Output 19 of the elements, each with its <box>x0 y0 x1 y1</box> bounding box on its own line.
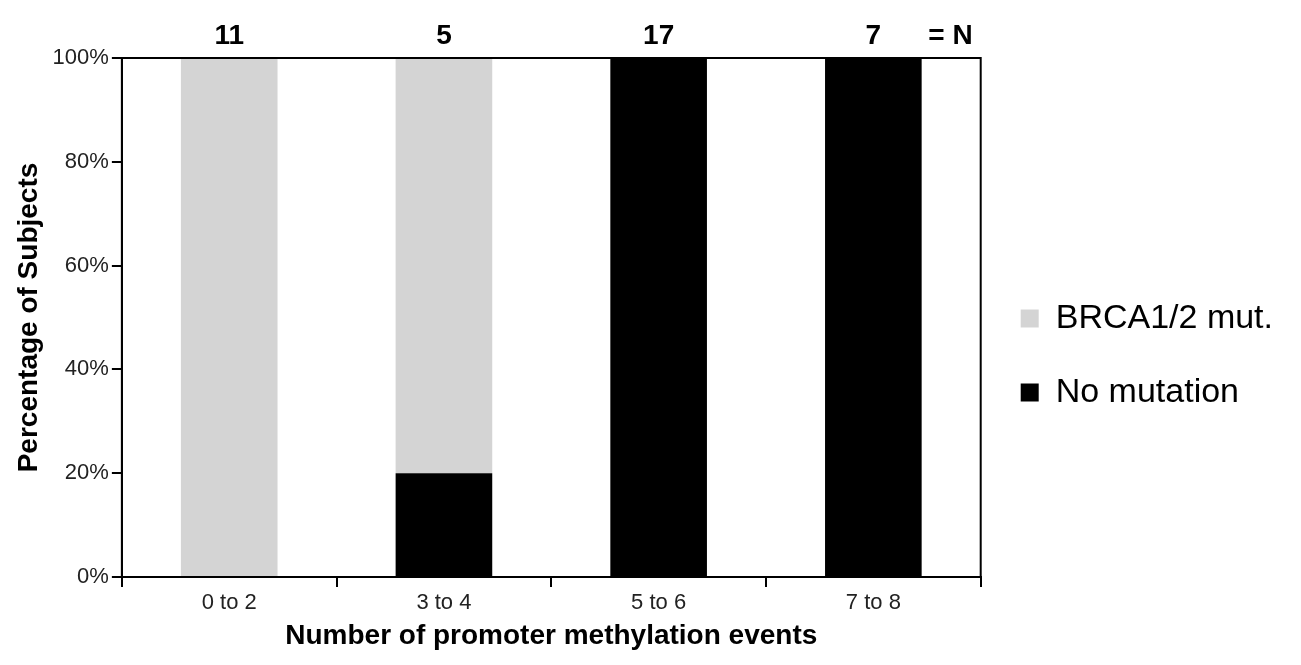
x-tick-label: 5 to 6 <box>631 589 687 615</box>
x-axis-title: Number of promoter methylation events <box>285 618 818 650</box>
annotation: 11 <box>214 18 245 50</box>
x-tick-label: 0 to 2 <box>201 589 257 615</box>
annotation: 7 <box>865 18 882 50</box>
y-tick-label: 40% <box>64 355 109 381</box>
y-tick-label: 100% <box>52 44 109 70</box>
legend-label: BRCA1/2 mut. <box>1055 296 1274 335</box>
y-tick-label: 80% <box>64 147 109 173</box>
y-tick-label: 20% <box>64 459 109 485</box>
annotation: 5 <box>436 18 452 50</box>
y-axis-title: Percentage of Subjects <box>11 162 43 473</box>
y-tick-label: 60% <box>64 251 109 277</box>
annotation: 17 <box>643 18 675 50</box>
x-tick-label: 7 to 8 <box>845 589 901 615</box>
legend-label: No mutation <box>1055 370 1240 409</box>
text: = N <box>928 18 973 50</box>
y-tick-label: 0% <box>77 563 109 589</box>
x-tick-label: 3 to 4 <box>416 589 472 615</box>
